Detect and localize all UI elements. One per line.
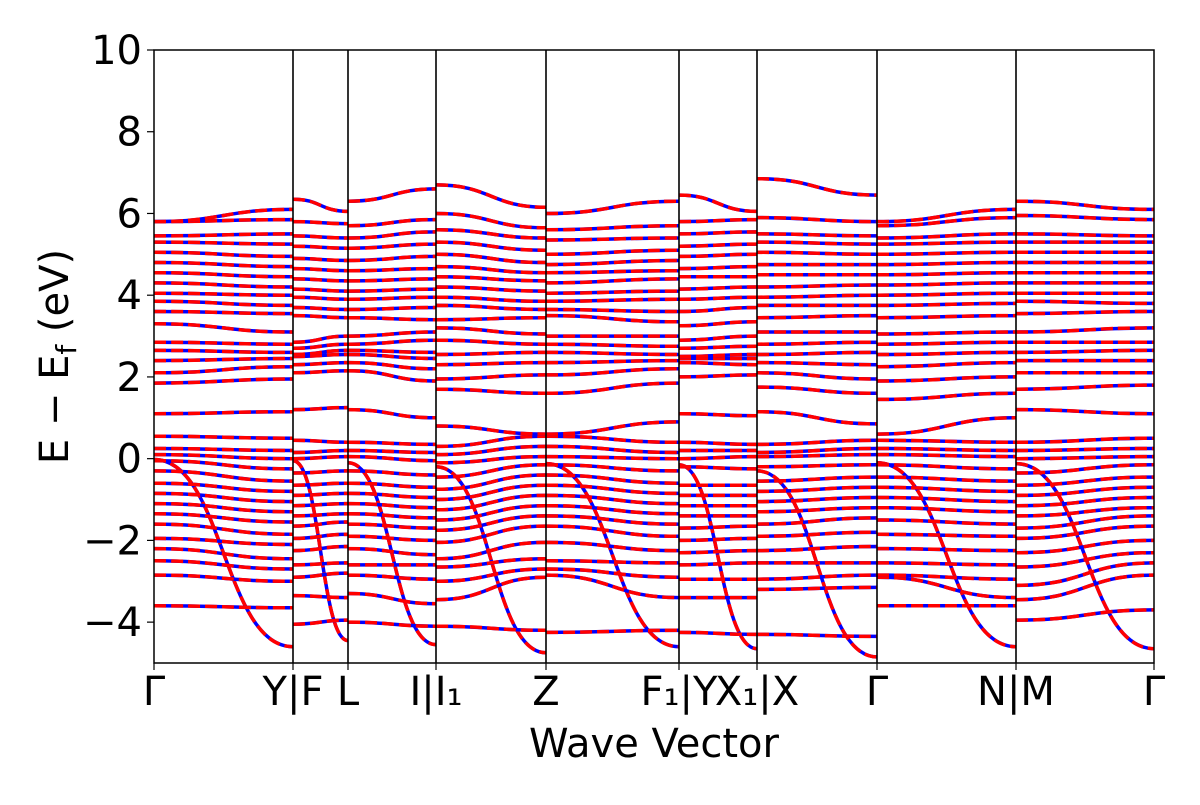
y-axis-title-unit: (eV)	[32, 249, 78, 345]
x-axis-title: Wave Vector	[529, 721, 780, 767]
band-9-spin-down	[154, 501, 1154, 522]
band-26-spin-down	[154, 291, 1154, 304]
y-tick-label: 4	[117, 273, 142, 319]
y-axis-title-subscript: f	[50, 344, 83, 355]
x-tick-label: F₁|Y	[641, 669, 719, 715]
x-tick-label: Γ	[866, 669, 889, 715]
band-27-spin-down	[154, 281, 1154, 295]
x-axis-ticks: Γ Y|F L I|I₁ Z F₁|YX₁|X Γ N|M Γ	[143, 663, 1166, 715]
band-31-spin-down	[154, 240, 1154, 257]
x-tick-label: Γ	[143, 669, 166, 715]
y-axis-ticks: −4 −2 0 2 4 6 8 10	[83, 28, 154, 646]
y-axis-title-main: E − E	[32, 355, 78, 465]
band-24-spin-up	[154, 309, 1154, 328]
bands-layer	[154, 176, 1154, 659]
y-tick-label: 10	[91, 28, 142, 74]
band-23-spin-down	[154, 322, 1154, 344]
band-34-spin-down	[154, 176, 1154, 224]
band-11-spin-down	[154, 481, 1154, 502]
high-symmetry-lines	[292, 50, 1017, 663]
x-tick-label: Γ	[1143, 669, 1166, 715]
band-1-spin-down	[154, 457, 1154, 659]
y-axis-title: E − Ef (eV)	[32, 249, 83, 464]
band-2-spin-down	[154, 604, 1154, 639]
band-13-spin-down	[154, 458, 1154, 479]
y-tick-label: −4	[83, 600, 142, 646]
y-tick-label: 2	[117, 355, 142, 401]
y-tick-label: 6	[117, 191, 142, 237]
band-7-spin-down	[154, 522, 1154, 545]
x-tick-label: I|I₁	[409, 669, 462, 715]
band-17-spin-down	[154, 405, 1154, 436]
band-21-spin-down	[154, 348, 1154, 359]
y-tick-label: 8	[117, 110, 142, 156]
x-tick-label: N|M	[977, 669, 1055, 715]
band-29-spin-down	[154, 260, 1154, 275]
band-10-spin-down	[154, 491, 1154, 512]
band-24-spin-down	[154, 309, 1154, 328]
band-22-spin-down	[154, 338, 1154, 351]
band-32-spin-down	[154, 228, 1154, 242]
band-28-spin-down	[154, 270, 1154, 285]
x-tick-label: Z	[532, 669, 559, 715]
band-15-spin-down	[154, 444, 1154, 457]
band-18-spin-down	[154, 369, 1154, 402]
band-5-spin-down	[154, 546, 1154, 569]
band-19-spin-down	[154, 360, 1154, 383]
x-tick-label: Y|F	[262, 669, 324, 715]
band-1-spin-up	[154, 457, 1154, 659]
y-tick-label: −2	[83, 518, 142, 564]
band-33-spin-down	[154, 211, 1154, 232]
band-3-spin-down	[154, 573, 1154, 606]
band-30-spin-down	[154, 250, 1154, 267]
band-4-spin-down	[154, 559, 1154, 588]
band-25-spin-down	[154, 299, 1154, 314]
band-12-spin-down	[154, 469, 1154, 492]
plot-frame	[153, 49, 1155, 664]
x-tick-label: X₁|X	[715, 669, 799, 715]
band-16-spin-down	[154, 434, 1154, 449]
band-20-spin-down	[154, 352, 1154, 369]
band-6-spin-down	[154, 536, 1154, 561]
x-tick-label: L	[337, 669, 360, 715]
band-8-spin-down	[154, 512, 1154, 532]
band-14-spin-down	[154, 452, 1154, 465]
y-tick-label: 0	[117, 437, 142, 483]
